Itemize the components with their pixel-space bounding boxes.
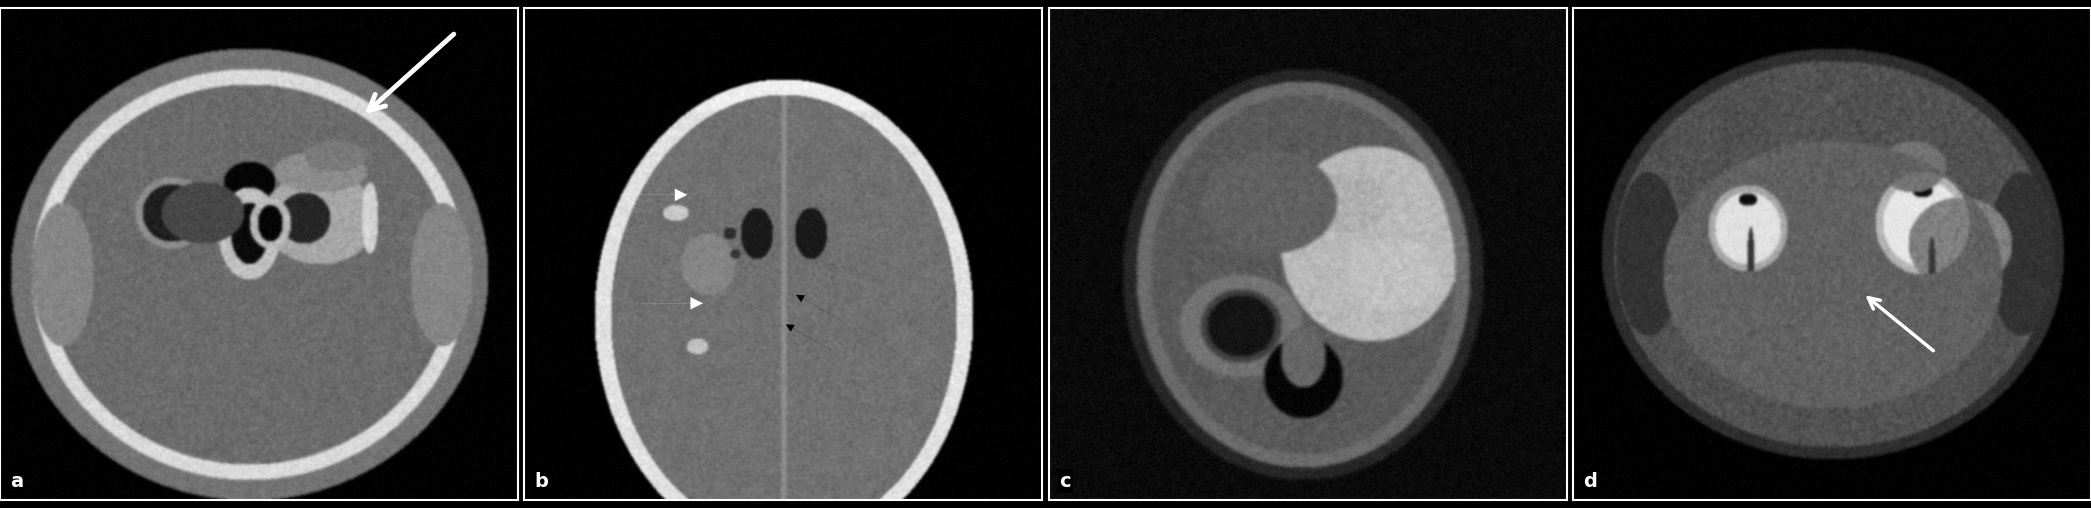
- Text: d: d: [1583, 471, 1598, 491]
- Text: c: c: [1058, 471, 1071, 491]
- Text: b: b: [535, 471, 548, 491]
- Text: a: a: [10, 471, 23, 491]
